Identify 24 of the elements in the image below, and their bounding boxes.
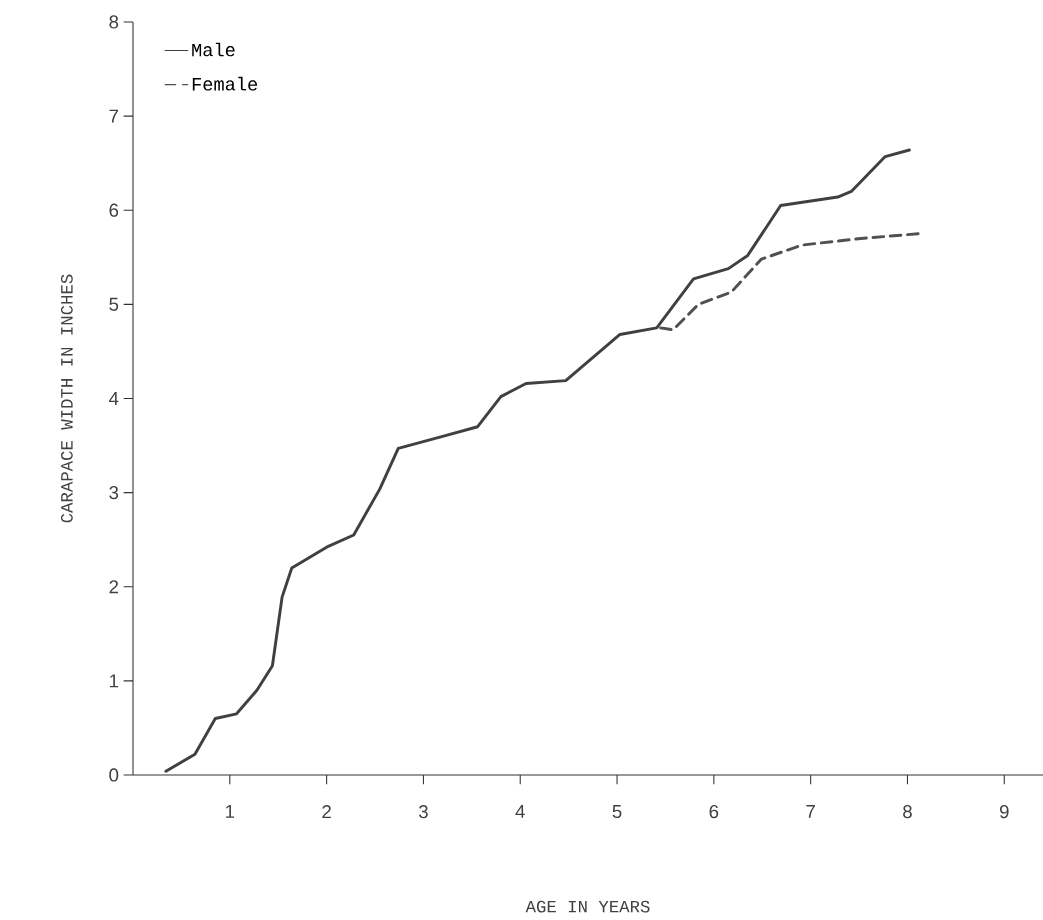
x-tick-label: 2 — [322, 805, 331, 819]
x-tick-label: 9 — [999, 805, 1009, 819]
y-tick-label: 8 — [109, 15, 119, 29]
x-tick-label: 8 — [903, 805, 912, 819]
x-tick-label: 3 — [418, 805, 428, 819]
x-tick-label: 4 — [515, 805, 525, 818]
y-tick-label: 4 — [109, 392, 119, 405]
x-tick-label: 6 — [709, 805, 719, 819]
line-series — [659, 232, 920, 332]
x-axis-title: AGE IN YEARS — [525, 900, 650, 913]
legend-label: Female — [192, 76, 258, 91]
y-axis-title: CARAPACE WIDTH IN INCHES — [60, 274, 73, 523]
x-tick-label: 5 — [612, 805, 622, 819]
y-tick-label: 1 — [110, 674, 119, 688]
y-tick-label: 7 — [109, 109, 119, 123]
legend-label: Male — [192, 42, 235, 57]
y-tick-label: 3 — [109, 485, 119, 500]
y-tick-label: 6 — [109, 203, 119, 217]
y-tick-label: 2 — [109, 580, 119, 594]
x-tick-label: 1 — [226, 805, 235, 818]
y-tick-label: 0 — [109, 768, 119, 782]
line-series — [164, 148, 911, 773]
x-tick-label: 7 — [806, 805, 815, 818]
y-tick-label: 5 — [109, 297, 119, 311]
